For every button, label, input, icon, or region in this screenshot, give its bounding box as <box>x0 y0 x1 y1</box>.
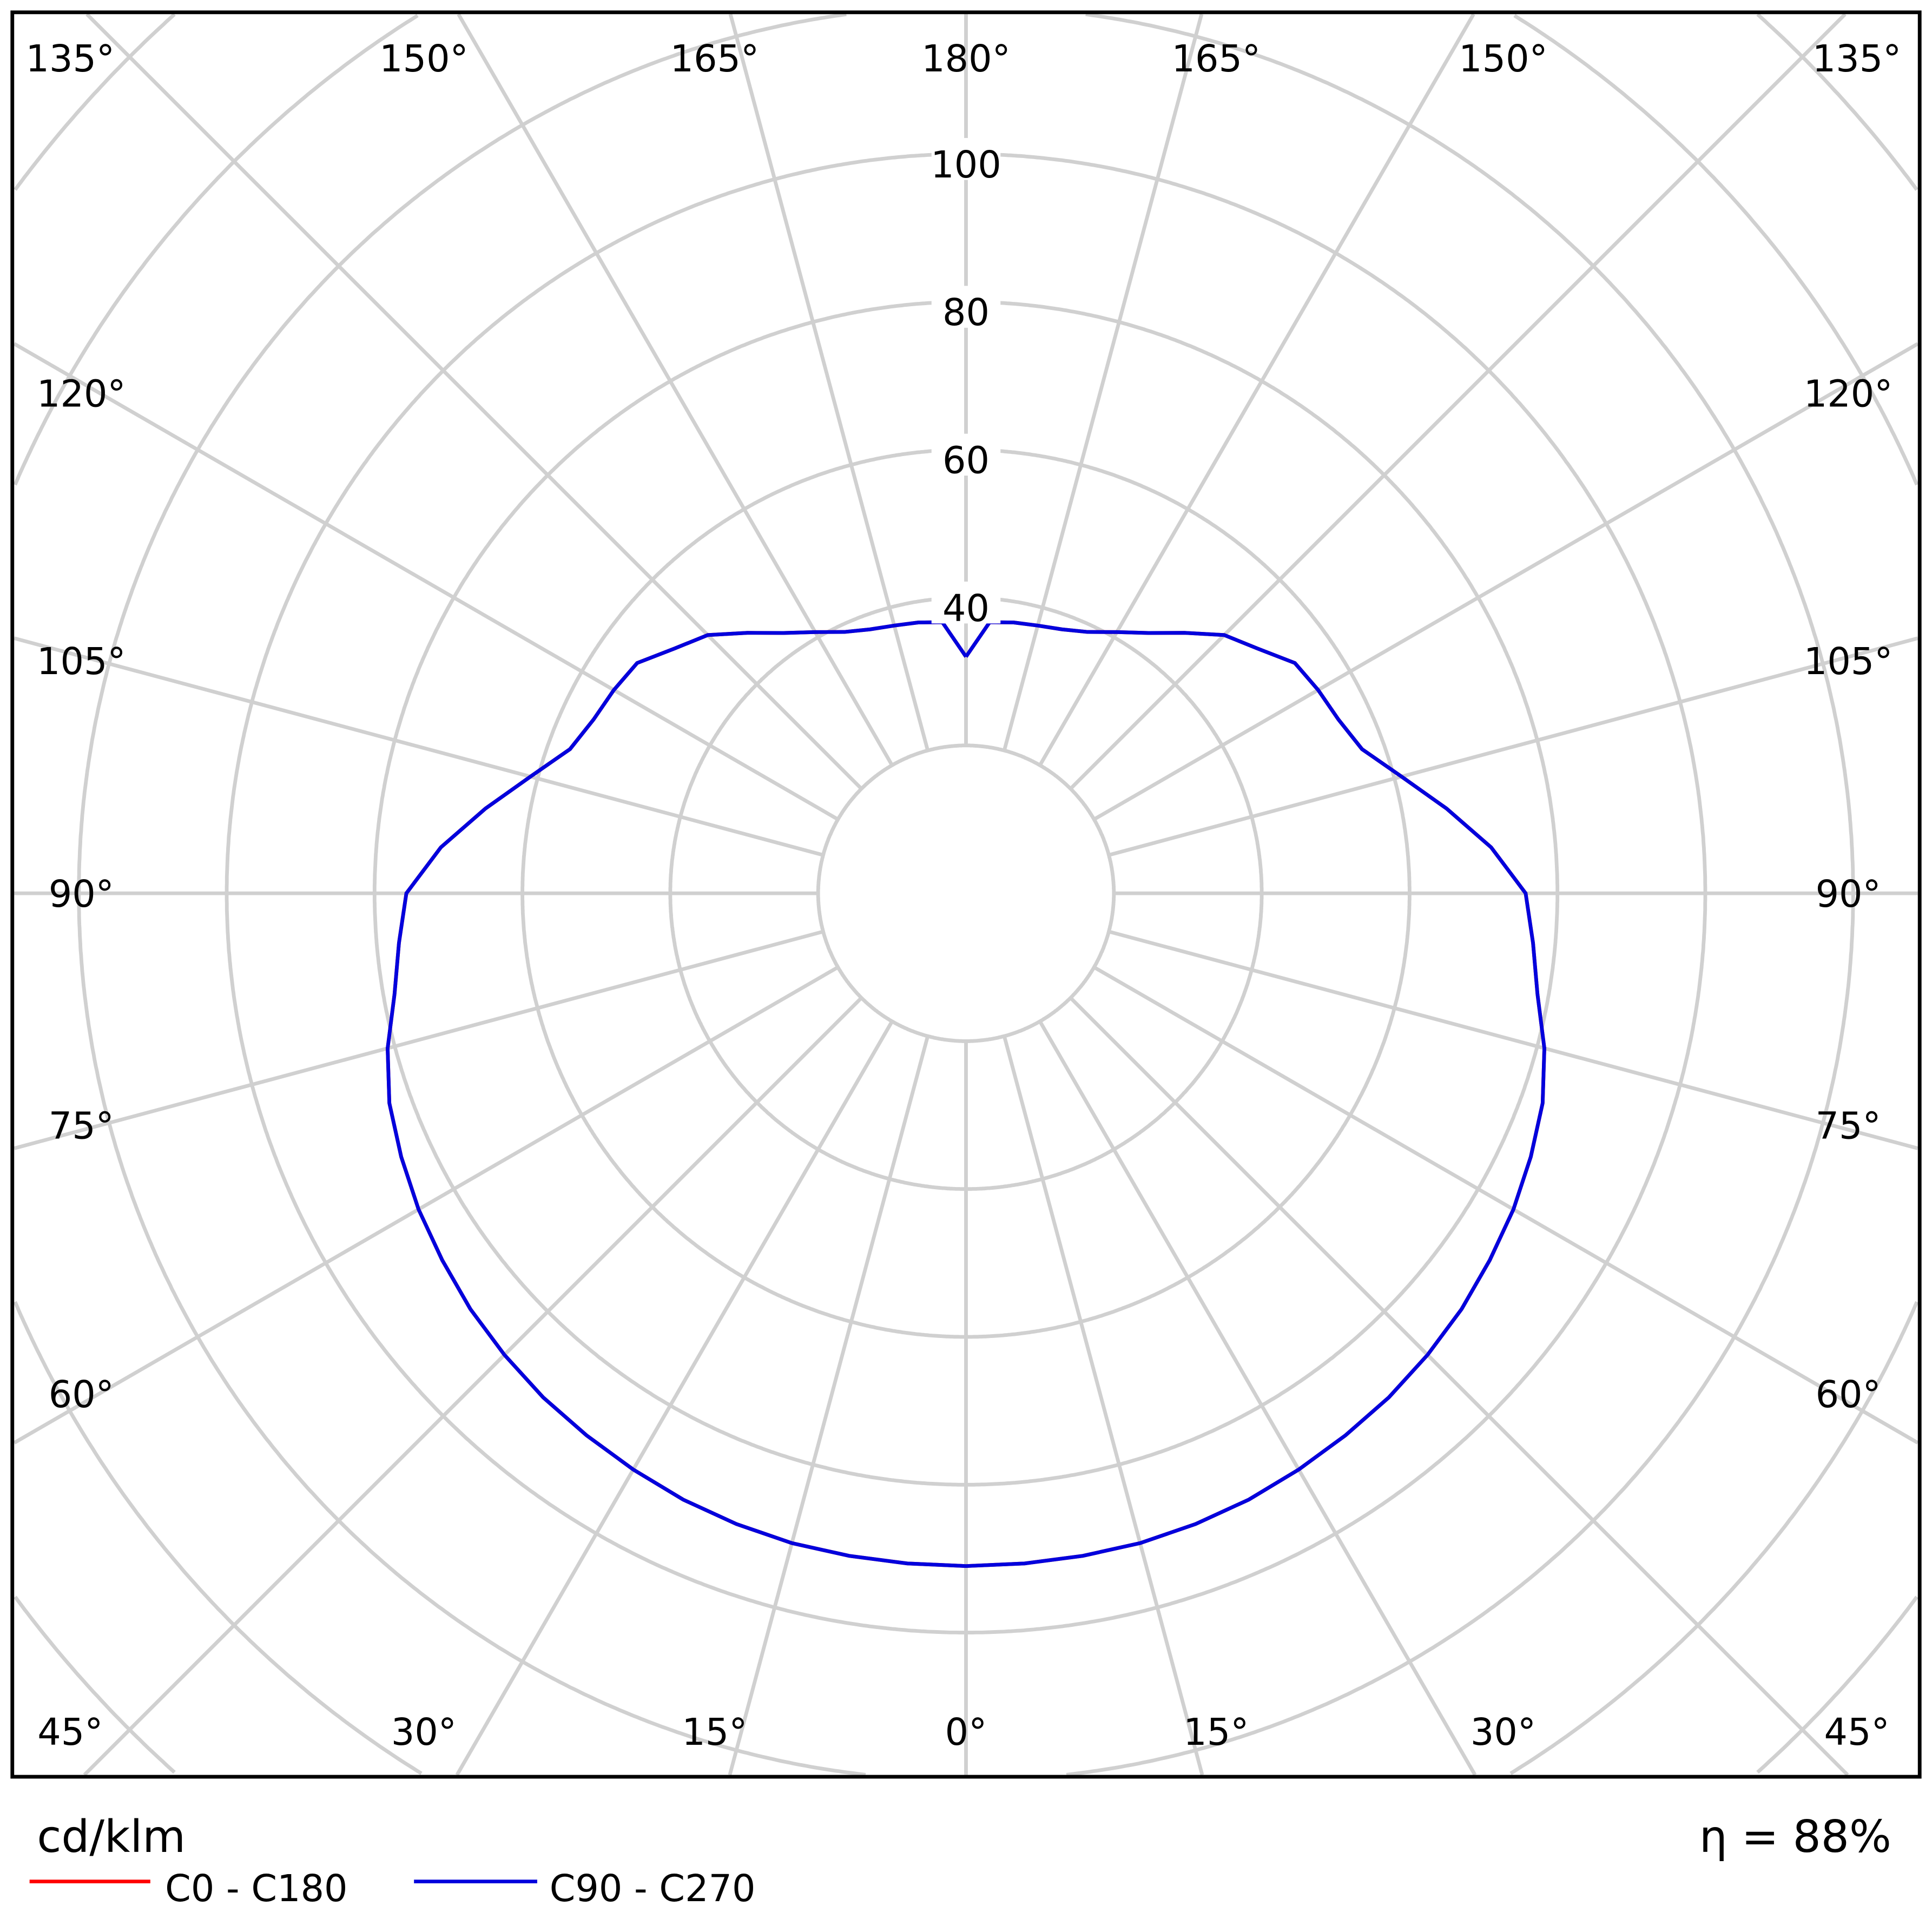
grid-spoke <box>14 929 824 1150</box>
angle-label-bottom: 45° <box>37 1711 103 1754</box>
grid-spoke <box>1093 342 1919 821</box>
tick-bg <box>931 286 1001 328</box>
angle-label-top: 180° <box>921 38 1011 81</box>
angle-label-top: 135° <box>26 38 115 81</box>
axis-labels: 40 60 80 100 135° 150° 165° 180° 165° 150° 135° 45°… <box>26 38 1902 1754</box>
grid-spoke <box>455 1020 894 1776</box>
angle-label-bottom: 30° <box>391 1711 457 1754</box>
unit-label: cd/klm <box>37 1811 186 1863</box>
radial-tick-label: 40 <box>942 588 990 630</box>
angle-label-right: 60° <box>1816 1374 1881 1416</box>
grid-spoke <box>13 342 839 821</box>
angle-label-left: 90° <box>49 873 114 916</box>
angle-label-top: 165° <box>1172 38 1261 81</box>
angle-label-top: 150° <box>379 38 469 81</box>
angle-label-bottom: 15° <box>1183 1711 1249 1754</box>
tick-bg <box>931 138 1001 180</box>
tick-bg <box>931 433 1001 476</box>
series-curve-1 <box>386 620 1546 1568</box>
grid-spoke <box>1002 1036 1204 1776</box>
angle-label-top: 150° <box>1459 38 1548 81</box>
grid-ring <box>14 12 1918 1774</box>
angle-label-left: 75° <box>49 1105 114 1148</box>
angle-label-right: 105° <box>1804 641 1893 683</box>
grid-spoke <box>1108 929 1918 1150</box>
grid-spoke <box>728 1036 930 1776</box>
angle-label-right: 120° <box>1804 373 1893 416</box>
grid-spoke <box>13 965 839 1445</box>
polar-grid <box>13 12 1919 1777</box>
plot-frame <box>10 10 1922 1779</box>
grid-spoke <box>1093 965 1919 1445</box>
angle-label-top: 165° <box>670 38 760 81</box>
legend-label-c0-c180: C0 - C180 <box>165 1868 347 1910</box>
efficiency-label: η = 88% <box>1699 1811 1891 1863</box>
grid-ring <box>816 743 1116 1043</box>
curves <box>386 620 1546 1568</box>
grid-spoke <box>1038 13 1475 767</box>
angle-label-bottom: 15° <box>682 1711 747 1754</box>
grid-spoke <box>1108 636 1918 857</box>
radial-tick-label: 80 <box>942 292 990 334</box>
legend-label-c90-c270: C90 - C270 <box>550 1868 756 1910</box>
angle-label-bottom: 0° <box>945 1711 987 1754</box>
angle-label-left: 120° <box>37 373 126 416</box>
grid-spoke <box>1038 1020 1477 1776</box>
angle-label-left: 105° <box>37 641 126 683</box>
radial-tick-label: 60 <box>942 440 990 483</box>
angle-label-left: 60° <box>49 1374 114 1416</box>
angle-label-bottom: 30° <box>1471 1711 1536 1754</box>
angle-label-right: 75° <box>1816 1105 1881 1148</box>
angle-label-right: 90° <box>1816 873 1881 916</box>
angle-label-bottom: 45° <box>1824 1711 1890 1754</box>
radial-tick-label: 100 <box>931 144 1001 187</box>
grid-spoke <box>457 13 894 767</box>
grid-spoke <box>83 996 863 1777</box>
grid-spoke <box>1069 996 1849 1777</box>
grid-spoke <box>1069 12 1847 790</box>
grid-spoke <box>1002 14 1204 751</box>
grid-spoke <box>728 14 930 751</box>
grid-ring <box>77 12 1855 1777</box>
grid-spoke <box>14 636 824 857</box>
tick-bg <box>931 581 1001 624</box>
angle-label-top: 135° <box>1812 38 1902 81</box>
grid-spoke <box>85 12 863 790</box>
grid-ring <box>13 14 1919 1775</box>
